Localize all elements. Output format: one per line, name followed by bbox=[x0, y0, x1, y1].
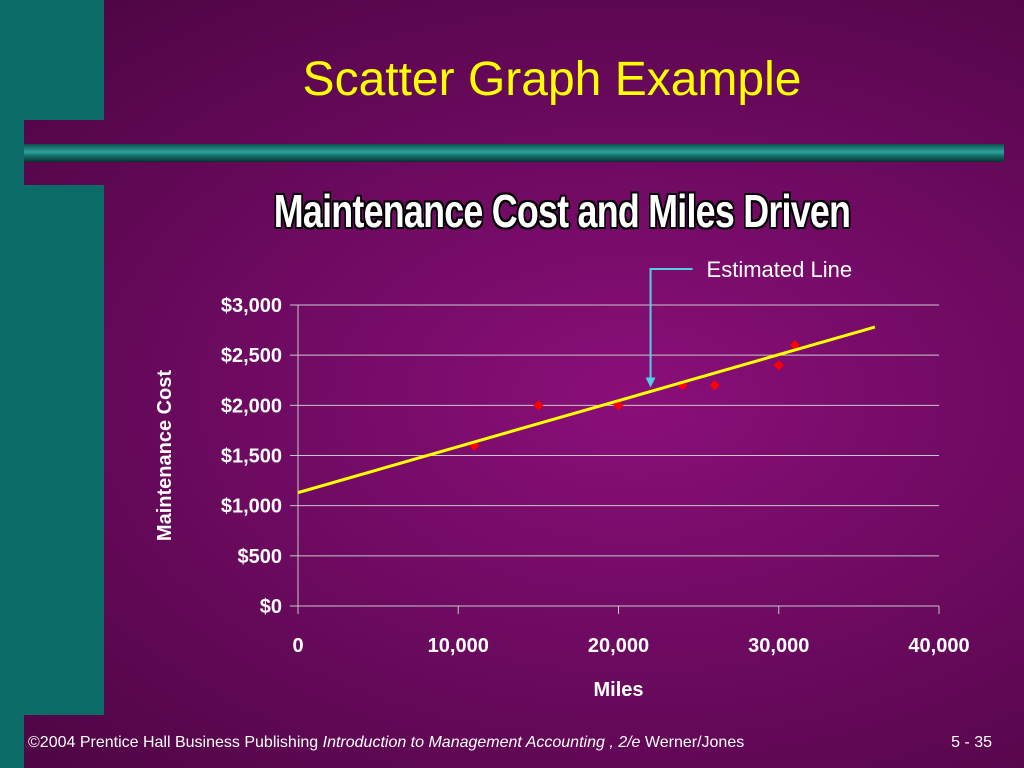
teal-side-panel bbox=[24, 185, 104, 715]
footer-authors: Werner/Jones bbox=[644, 734, 745, 751]
data-point bbox=[773, 360, 784, 371]
data-point bbox=[709, 380, 720, 391]
footer: ©2004 Prentice Hall Business Publishing … bbox=[0, 732, 1024, 756]
x-tick-label: 0 bbox=[292, 635, 303, 657]
annotation-arrow-line bbox=[649, 268, 693, 380]
y-axis-label: Maintenance Cost bbox=[154, 370, 176, 541]
x-tick-label: 40,000 bbox=[908, 635, 969, 657]
y-tick-label: $2,500 bbox=[221, 345, 282, 367]
estimated-line bbox=[297, 325, 876, 495]
data-point bbox=[533, 400, 544, 411]
title-divider-bar bbox=[24, 144, 1004, 162]
y-tick-label: $3,000 bbox=[221, 295, 282, 317]
footer-page-number: 5 - 35 bbox=[951, 734, 992, 751]
data-point bbox=[789, 340, 800, 351]
footer-copyright: ©2004 Prentice Hall Business Publishing bbox=[28, 734, 319, 751]
footer-credit: ©2004 Prentice Hall Business Publishing … bbox=[28, 734, 744, 752]
chart-title: Maintenance Cost and Miles Driven bbox=[273, 185, 851, 237]
slide-title: Scatter Graph Example bbox=[302, 53, 802, 106]
y-tick-label: $0 bbox=[260, 596, 282, 618]
teal-left-strip bbox=[0, 120, 24, 768]
x-tick-label: 20,000 bbox=[588, 635, 649, 657]
y-tick-label: $1,000 bbox=[221, 496, 282, 518]
y-tick-label: $500 bbox=[238, 546, 283, 568]
teal-corner-block bbox=[0, 0, 104, 120]
annotation-arrowhead bbox=[645, 377, 656, 388]
y-tick-label: $1,500 bbox=[221, 446, 282, 468]
x-tick-label: 30,000 bbox=[748, 635, 809, 657]
footer-book-title: Introduction to Management Accounting , … bbox=[322, 734, 641, 751]
y-tick-label: $2,000 bbox=[221, 395, 282, 417]
x-axis-label: Miles bbox=[593, 679, 643, 701]
x-tick-label: 10,000 bbox=[428, 635, 489, 657]
annotation-label: Estimated Line bbox=[707, 257, 853, 282]
